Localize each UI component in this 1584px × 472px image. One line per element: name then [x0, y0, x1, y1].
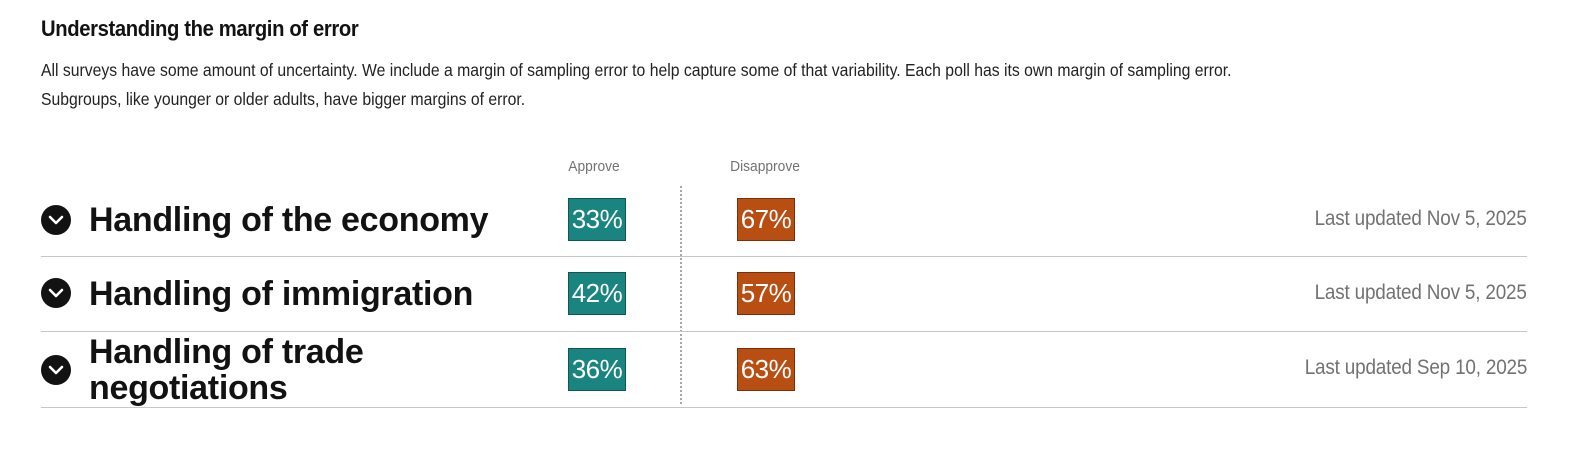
last-updated-text: Last updated Sep 10, 2025	[1304, 356, 1528, 379]
approve-badge: 42%	[568, 272, 626, 315]
approve-badge: 36%	[568, 348, 626, 391]
approve-column-header: Approve	[568, 158, 620, 175]
center-divider	[680, 186, 682, 404]
section-title: Understanding the margin of error	[41, 16, 359, 41]
poll-row-label: Handling of trade negotiations	[89, 333, 364, 407]
disapprove-badge: 63%	[737, 348, 795, 391]
description-line-1: All surveys have some amount of uncertai…	[41, 60, 1232, 80]
intro-section: Understanding the margin of error All su…	[41, 14, 1541, 114]
poll-row-label: Handling of immigration	[89, 275, 474, 313]
chevron-down-icon[interactable]	[41, 278, 71, 308]
last-updated-text: Last updated Nov 5, 2025	[1314, 281, 1527, 304]
poll-rows: Handling of the economy 33% 67% Last upd…	[41, 183, 1527, 408]
chevron-down-icon[interactable]	[41, 205, 71, 235]
section-description: All surveys have some amount of uncertai…	[41, 56, 1445, 114]
approve-badge: 33%	[568, 198, 626, 241]
chevron-down-icon[interactable]	[41, 355, 71, 385]
last-updated-text: Last updated Nov 5, 2025	[1314, 207, 1527, 230]
description-line-2: Subgroups, like younger or older adults,…	[41, 89, 526, 109]
disapprove-column-header: Disapprove	[730, 158, 800, 175]
poll-row-immigration[interactable]: Handling of immigration 42% 57% Last upd…	[41, 257, 1527, 332]
poll-row-economy[interactable]: Handling of the economy 33% 67% Last upd…	[41, 183, 1527, 257]
poll-row-label: Handling of the economy	[89, 201, 489, 239]
poll-row-trade-negotiations[interactable]: Handling of trade negotiations 36% 63% L…	[41, 332, 1527, 408]
disapprove-badge: 57%	[737, 272, 795, 315]
disapprove-badge: 67%	[737, 198, 795, 241]
